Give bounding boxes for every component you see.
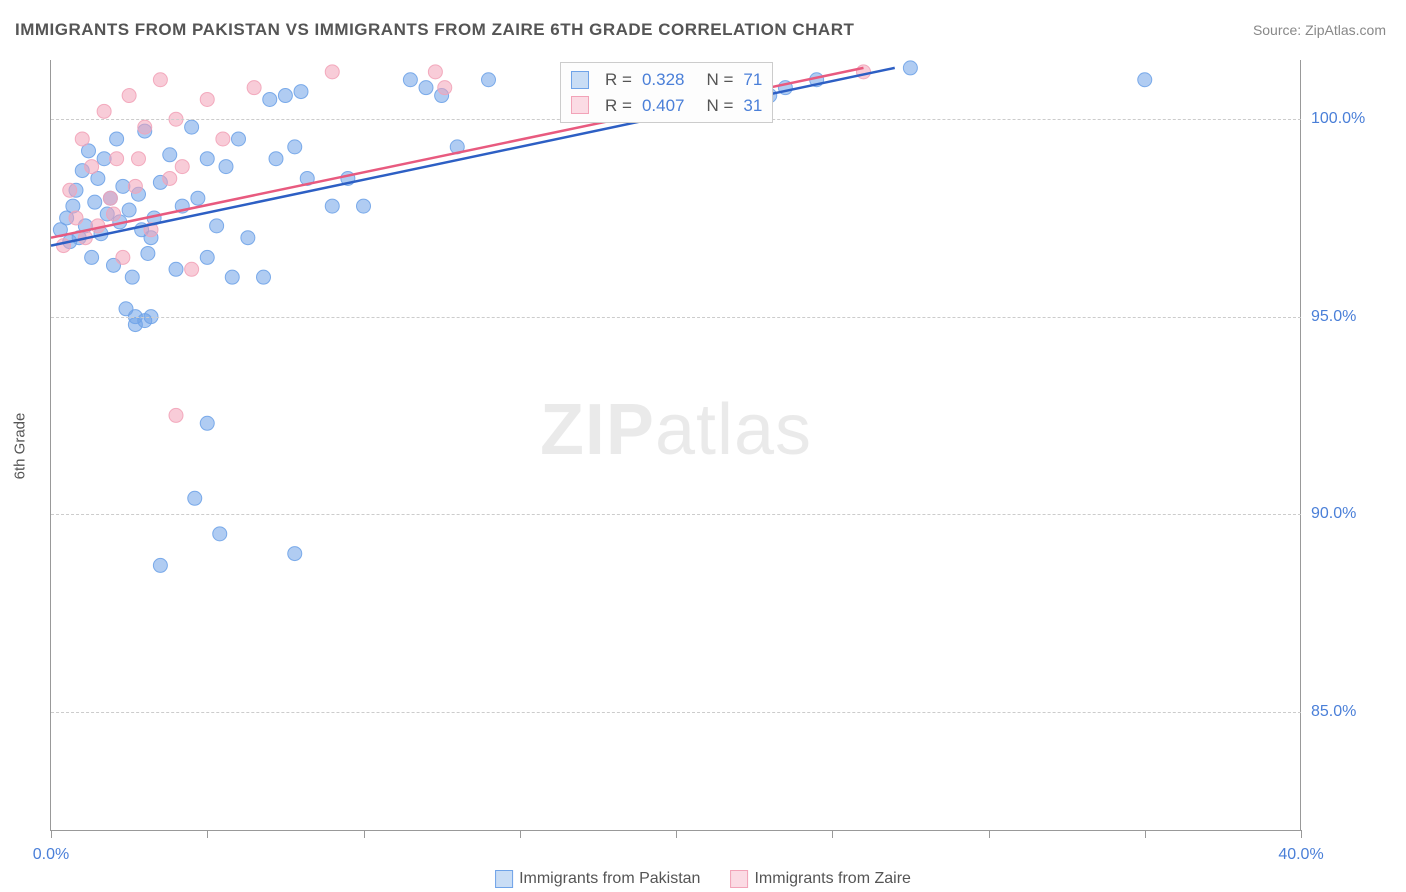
data-point — [428, 65, 442, 79]
x-tick — [989, 830, 990, 838]
x-tick — [207, 830, 208, 838]
data-point — [153, 558, 167, 572]
legend-swatch — [571, 71, 589, 89]
data-point — [97, 104, 111, 118]
data-point — [213, 527, 227, 541]
data-point — [116, 250, 130, 264]
data-point — [257, 270, 271, 284]
data-point — [419, 81, 433, 95]
source-label: Source: ZipAtlas.com — [1253, 22, 1386, 38]
data-point — [163, 171, 177, 185]
data-point — [69, 211, 83, 225]
plot-area: ZIPatlas 85.0%90.0%95.0%100.0%0.0%40.0% — [50, 60, 1301, 831]
data-point — [200, 92, 214, 106]
gridline — [51, 514, 1301, 515]
legend-item: Immigrants from Pakistan — [495, 870, 700, 888]
chart-title: IMMIGRANTS FROM PAKISTAN VS IMMIGRANTS F… — [15, 20, 854, 40]
data-point — [241, 231, 255, 245]
data-point — [85, 250, 99, 264]
data-point — [438, 81, 452, 95]
correlation-row: R = 0.407N = 31 — [571, 93, 762, 119]
data-point — [188, 491, 202, 505]
data-point — [125, 270, 139, 284]
data-point — [216, 132, 230, 146]
legend-swatch — [571, 96, 589, 114]
gridline — [51, 712, 1301, 713]
legend-label: Immigrants from Zaire — [754, 870, 910, 887]
data-point — [122, 203, 136, 217]
x-tick — [51, 830, 52, 838]
data-point — [88, 195, 102, 209]
legend-bottom: Immigrants from Pakistan Immigrants from … — [495, 870, 911, 888]
data-point — [103, 191, 117, 205]
data-point — [219, 160, 233, 174]
y-tick-label: 90.0% — [1311, 505, 1391, 523]
y-axis-label: 6th Grade — [12, 413, 29, 480]
y-tick-label: 85.0% — [1311, 703, 1391, 721]
data-point — [325, 199, 339, 213]
data-point — [247, 81, 261, 95]
data-point — [141, 246, 155, 260]
data-point — [97, 152, 111, 166]
data-point — [403, 73, 417, 87]
data-point — [75, 132, 89, 146]
data-point — [482, 73, 496, 87]
data-point — [191, 191, 205, 205]
legend-swatch — [495, 870, 513, 888]
data-point — [185, 262, 199, 276]
x-tick — [1145, 830, 1146, 838]
data-point — [163, 148, 177, 162]
data-point — [138, 120, 152, 134]
x-tick — [520, 830, 521, 838]
data-point — [116, 179, 130, 193]
data-point — [128, 179, 142, 193]
data-point — [132, 152, 146, 166]
data-point — [210, 219, 224, 233]
data-point — [110, 152, 124, 166]
x-tick — [676, 830, 677, 838]
data-point — [225, 270, 239, 284]
data-point — [175, 160, 189, 174]
correlation-legend: R = 0.328N = 71R = 0.407N = 31 — [560, 62, 773, 123]
x-tick-label: 0.0% — [33, 846, 69, 864]
y-tick-label: 95.0% — [1311, 308, 1391, 326]
data-point — [169, 262, 183, 276]
data-point — [122, 89, 136, 103]
data-point — [269, 152, 283, 166]
data-point — [357, 199, 371, 213]
data-point — [200, 250, 214, 264]
data-point — [325, 65, 339, 79]
data-point — [200, 416, 214, 430]
legend-item: Immigrants from Zaire — [730, 870, 910, 888]
data-point — [232, 132, 246, 146]
x-tick — [832, 830, 833, 838]
data-point — [85, 160, 99, 174]
data-point — [63, 183, 77, 197]
legend-label: Immigrants from Pakistan — [519, 870, 700, 887]
x-tick-label: 40.0% — [1278, 846, 1323, 864]
data-point — [169, 408, 183, 422]
data-point — [1138, 73, 1152, 87]
y-tick-label: 100.0% — [1311, 110, 1391, 128]
data-point — [903, 61, 917, 75]
data-point — [153, 73, 167, 87]
data-point — [288, 140, 302, 154]
data-point — [278, 89, 292, 103]
x-tick — [364, 830, 365, 838]
gridline — [51, 317, 1301, 318]
data-point — [185, 120, 199, 134]
data-point — [200, 152, 214, 166]
correlation-row: R = 0.328N = 71 — [571, 67, 762, 93]
data-point — [110, 132, 124, 146]
chart-svg — [51, 60, 1301, 830]
legend-swatch — [730, 870, 748, 888]
x-tick — [1301, 830, 1302, 838]
data-point — [288, 547, 302, 561]
data-point — [107, 207, 121, 221]
data-point — [294, 85, 308, 99]
data-point — [263, 92, 277, 106]
